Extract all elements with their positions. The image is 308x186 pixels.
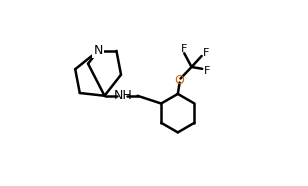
Text: F: F [204, 66, 210, 76]
Text: N: N [93, 44, 103, 57]
Text: O: O [175, 74, 184, 87]
Text: F: F [181, 44, 188, 54]
Text: F: F [203, 48, 209, 58]
Text: NH: NH [113, 89, 132, 102]
